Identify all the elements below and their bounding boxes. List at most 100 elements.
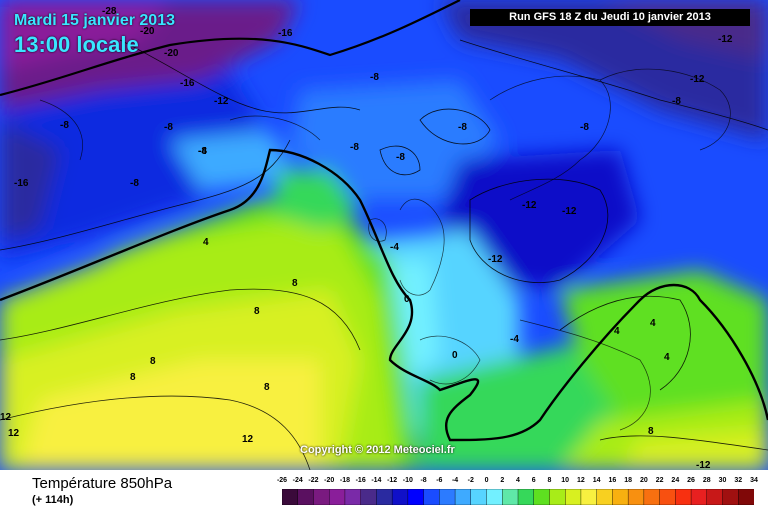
legend-swatch	[643, 489, 661, 505]
isotherm-value-label: -4	[390, 242, 399, 253]
isotherm-value-label: 0	[452, 350, 458, 361]
legend-tick: -20	[324, 477, 335, 484]
legend-swatch	[738, 489, 754, 505]
forecast-time: 13:00 locale	[14, 32, 139, 57]
legend-tick: 2	[500, 477, 505, 484]
isotherm-value-label: -20	[140, 26, 155, 37]
isotherm-minus16	[0, 0, 461, 97]
isotherm-value-label: -8	[672, 96, 681, 107]
legend-swatch	[423, 489, 441, 505]
legend-swatch	[502, 489, 519, 505]
copyright-notice: Copyright © 2012 Meteociel.fr	[300, 444, 455, 456]
legend-tick: 0	[484, 477, 489, 484]
forecast-date: Mardi 15 janvier 2013	[14, 12, 175, 29]
legend-tick-labels: -26 -24 -22 -20 -18 -16 -14 -12 -10 -8 -6 -4 -2 0 2 4 6 8…	[277, 477, 758, 489]
isotherm-value-label: -12	[718, 34, 733, 45]
isotherm-value-label: -12	[522, 200, 537, 211]
legend-swatch	[549, 489, 566, 505]
isotherm-value-label: -16	[180, 78, 195, 89]
isotherm-value-label: -8	[164, 122, 173, 133]
color-legend	[282, 489, 754, 505]
legend-tick: 30	[718, 477, 727, 484]
coastlines	[39, 68, 731, 431]
isotherm-value-label: -8	[370, 72, 379, 83]
legend-swatch	[439, 489, 456, 505]
legend-tick: 34	[750, 477, 758, 484]
isotherm-zero	[0, 148, 768, 442]
isotherm-value-label: -16	[278, 28, 293, 39]
isotherm-value-label: 8	[150, 356, 156, 367]
legend-tick: -14	[371, 477, 382, 484]
legend-swatch	[533, 489, 551, 505]
legend-swatch	[706, 489, 724, 505]
legend-swatch	[517, 489, 535, 505]
isotherm-value-label: 8	[264, 382, 270, 393]
isotherm-labels: -28 -20 -20 -16 -16 -16 -12 -12 -12 -12 -12 -12 -8 -8…	[0, 6, 733, 470]
isotherm-value-label: -8	[350, 142, 359, 153]
legend-tick: 20	[639, 477, 648, 484]
isotherm-value-label: -12	[562, 206, 577, 217]
isotherm-value-label: 8	[254, 306, 260, 317]
legend-tick: 14	[592, 477, 601, 484]
legend-swatch	[344, 489, 362, 505]
legend-tick: 6	[531, 477, 536, 484]
legend-tick: -16	[355, 477, 366, 484]
legend-swatch	[486, 489, 503, 505]
isotherm-value-label: -8	[130, 178, 139, 189]
temperature-field	[0, 0, 768, 470]
isotherm-value-label: -16	[14, 178, 29, 189]
legend-swatch	[297, 489, 315, 505]
legend-tick: -18	[339, 477, 350, 484]
legend-tick: 4	[516, 477, 520, 484]
isotherm-value-label: -12	[488, 254, 503, 265]
isotherm-value-label: -28	[102, 6, 117, 17]
isotherm-value-label: 12	[242, 434, 254, 445]
isotherm-value-label: -8	[198, 146, 207, 157]
legend-tick: -6	[436, 477, 443, 484]
isotherm-value-label: 4	[203, 237, 209, 248]
isotherm-value-label: 4	[614, 326, 620, 337]
legend-swatch	[580, 489, 598, 505]
legend-swatch	[454, 489, 472, 505]
legend-tick: 16	[608, 477, 617, 484]
legend-tick: 28	[702, 477, 711, 484]
legend-tick: 24	[671, 477, 680, 484]
legend-swatch	[596, 489, 614, 505]
legend-tick: -26	[276, 477, 288, 484]
map-title: Température 850hPa	[32, 475, 173, 492]
legend-tick: -12	[387, 477, 398, 484]
isotherm-value-label: -12	[214, 96, 229, 107]
legend-tick: 18	[624, 477, 633, 484]
legend-swatch	[391, 489, 409, 505]
legend-swatch	[470, 489, 488, 505]
temperature-map: -28 -20 -20 -16 -16 -16 -12 -12 -12 -12 -12 -12 -8 -8…	[0, 0, 768, 470]
isotherm-value-label: 12	[0, 412, 12, 423]
legend-swatch	[376, 489, 393, 505]
isotherm-value-label: -4	[510, 334, 519, 345]
isotherm-value-label: -12	[690, 74, 705, 85]
legend-swatch	[675, 489, 692, 505]
isotherm-value-label: -4	[198, 146, 207, 157]
legend-tick: -10	[402, 477, 413, 484]
legend-swatch	[282, 489, 299, 505]
legend-swatch	[612, 489, 629, 505]
legend-swatch	[565, 489, 582, 505]
isotherm-value-label: -8	[60, 120, 69, 131]
legend-tick: -8	[420, 477, 427, 484]
legend-swatch	[313, 489, 330, 505]
legend-swatch	[360, 489, 378, 505]
legend-tick: -24	[292, 477, 303, 484]
isotherm-value-label: -12	[696, 460, 711, 470]
legend-tick: 32	[734, 477, 743, 484]
isotherm-value-label: -8	[396, 152, 405, 163]
legend-tick: 10	[561, 477, 570, 484]
isotherm-value-label: 8	[130, 372, 136, 383]
legend-tick: -22	[308, 477, 319, 484]
legend-tick: -2	[467, 477, 474, 484]
legend-swatch	[329, 489, 346, 505]
legend-swatch	[407, 489, 425, 505]
lead-time: (+ 114h)	[32, 494, 74, 506]
legend-tick: 8	[547, 477, 552, 484]
isotherm-value-label: 0	[404, 294, 410, 305]
